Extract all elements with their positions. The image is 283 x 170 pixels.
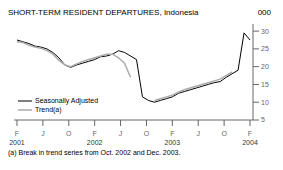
svg-text:25: 25 <box>261 45 269 52</box>
svg-text:2003: 2003 <box>165 139 181 146</box>
svg-text:F: F <box>170 130 174 137</box>
svg-text:2004: 2004 <box>242 139 258 146</box>
svg-text:30: 30 <box>261 28 269 35</box>
svg-text:J: J <box>196 130 200 137</box>
svg-text:O: O <box>221 130 227 137</box>
html-text:000: 000 <box>257 8 271 17</box>
svg-text:2001: 2001 <box>9 139 25 146</box>
svg-text:5: 5 <box>261 116 265 123</box>
svg-text:10: 10 <box>261 99 269 106</box>
svg-text:F: F <box>93 130 97 137</box>
svg-text:2002: 2002 <box>87 139 103 146</box>
svg-text:F: F <box>248 130 252 137</box>
svg-text:J: J <box>119 130 123 137</box>
html-text:(a) Break in trend series from: (a) Break in trend series from Oct. 2002… <box>8 149 181 156</box>
html-text:Trend(a): Trend(a) <box>35 106 62 113</box>
svg-text:15: 15 <box>261 81 269 88</box>
svg-text:O: O <box>66 130 72 137</box>
html-text:SHORT-TERM RESIDENT DEPARTURES: SHORT-TERM RESIDENT DEPARTURES, Indonesi… <box>8 8 199 17</box>
svg-text:20: 20 <box>261 63 269 70</box>
html-text:Seasonally Adjusted: Seasonally Adjusted <box>35 97 98 104</box>
svg-text:J: J <box>41 130 45 137</box>
svg-text:F: F <box>15 130 19 137</box>
svg-text:O: O <box>144 130 150 137</box>
